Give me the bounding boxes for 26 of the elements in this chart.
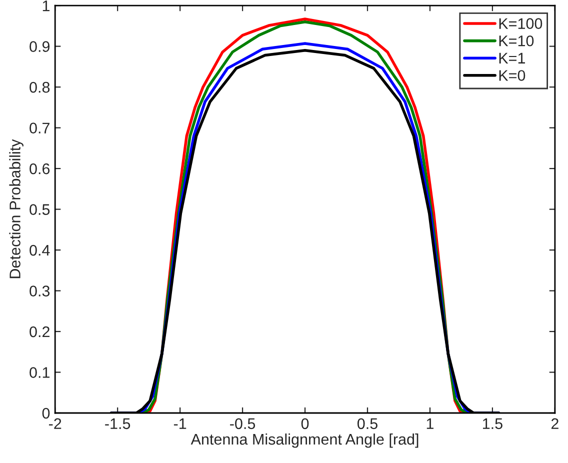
x-tick-label: 0.5 xyxy=(357,418,378,430)
y-tick-label: 0.8 xyxy=(30,82,50,93)
x-tick-label: -1.5 xyxy=(105,418,130,430)
y-tick-label: 0.5 xyxy=(30,204,50,215)
legend-label: K=1 xyxy=(499,52,525,64)
y-tick-label: 0 xyxy=(42,408,50,419)
legend-label: K=100 xyxy=(499,18,542,29)
x-tick-label: -2 xyxy=(48,418,62,429)
x-tick-label: 0 xyxy=(301,418,309,430)
x-tick-label: 1.5 xyxy=(483,418,502,430)
legend-label: K=10 xyxy=(499,35,534,46)
x-tick-label: -0.5 xyxy=(230,418,256,430)
y-tick-label: 0.7 xyxy=(30,122,50,134)
y-tick-label: 0.3 xyxy=(30,286,50,296)
x-axis-title: Antenna Misalignment Angle [rad] xyxy=(190,433,418,448)
x-tick-label: -1 xyxy=(174,418,186,429)
y-tick-label: 0.6 xyxy=(30,163,50,174)
x-tick-label: 2 xyxy=(551,418,558,429)
x-tick-label: 1 xyxy=(426,418,434,429)
y-tick-label: 0.1 xyxy=(30,367,50,378)
y-tick-label: 0.4 xyxy=(30,244,50,256)
legend-label: K=0 xyxy=(499,70,526,81)
y-tick-label: 0.9 xyxy=(30,41,50,52)
y-axis-title: Detection Probability xyxy=(9,139,24,278)
y-tick-label: 0.2 xyxy=(30,326,50,338)
y-tick-label: 1 xyxy=(42,0,50,12)
